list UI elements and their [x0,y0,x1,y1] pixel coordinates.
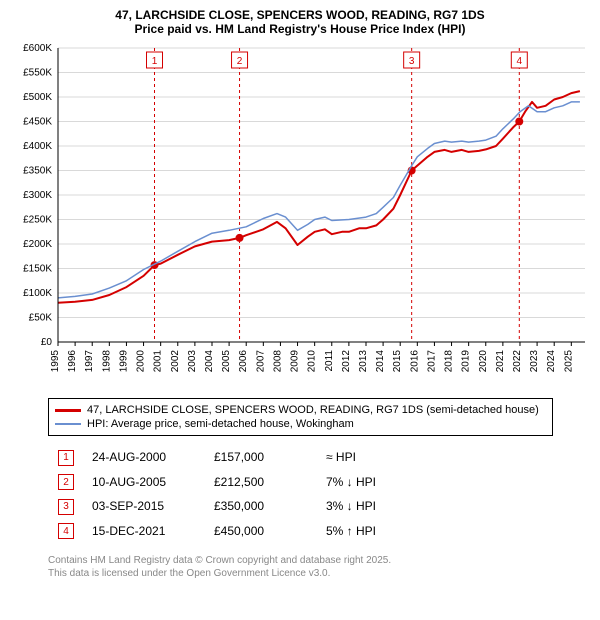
svg-text:2: 2 [237,56,243,67]
svg-text:2017: 2017 [426,350,437,373]
svg-text:£50K: £50K [29,313,53,324]
transaction-date: 24-AUG-2000 [84,446,204,469]
svg-text:1995: 1995 [50,350,61,373]
svg-text:1: 1 [152,56,158,67]
transaction-marker: 3 [58,499,74,515]
svg-text:2012: 2012 [341,350,352,373]
svg-text:3: 3 [409,56,415,67]
transaction-row: 3 03-SEP-2015£350,0003% ↓ HPI [50,495,384,518]
svg-text:2019: 2019 [461,350,472,373]
transactions-table: 1 24-AUG-2000£157,000≈ HPI 2 10-AUG-2005£21… [48,444,386,544]
svg-text:£550K: £550K [23,68,52,79]
svg-text:2002: 2002 [170,350,181,373]
svg-text:2023: 2023 [529,350,540,373]
svg-text:£350K: £350K [23,166,52,177]
svg-text:1998: 1998 [101,350,112,373]
svg-text:2014: 2014 [375,350,386,373]
transaction-date: 10-AUG-2005 [84,471,204,494]
legend: 47, LARCHSIDE CLOSE, SPENCERS WOOD, READ… [48,398,553,436]
svg-text:2001: 2001 [153,350,164,373]
legend-swatch [55,423,81,425]
svg-text:2000: 2000 [136,350,147,373]
svg-text:2013: 2013 [358,350,369,373]
svg-text:£300K: £300K [23,190,52,201]
svg-text:2015: 2015 [392,350,403,373]
transaction-marker: 2 [58,474,74,490]
svg-text:2021: 2021 [495,350,506,373]
transaction-price: £212,500 [206,471,316,494]
chart-container: 47, LARCHSIDE CLOSE, SPENCERS WOOD, READ… [0,0,600,588]
transaction-price: £350,000 [206,495,316,518]
transaction-delta: 7% ↓ HPI [318,471,384,494]
footer-line1: Contains HM Land Registry data © Crown c… [48,554,590,567]
svg-text:2006: 2006 [238,350,249,373]
svg-text:2018: 2018 [444,350,455,373]
svg-text:£0: £0 [41,337,53,348]
svg-text:£500K: £500K [23,92,52,103]
svg-text:2020: 2020 [478,350,489,373]
svg-text:2011: 2011 [324,350,335,372]
svg-text:2005: 2005 [221,350,232,373]
transaction-marker: 1 [58,450,74,466]
transaction-price: £157,000 [206,446,316,469]
svg-text:2025: 2025 [563,350,574,373]
svg-text:2022: 2022 [512,350,523,373]
title-line2: Price paid vs. HM Land Registry's House … [10,22,590,36]
footer-attribution: Contains HM Land Registry data © Crown c… [48,554,590,580]
svg-text:£400K: £400K [23,141,52,152]
legend-row: 47, LARCHSIDE CLOSE, SPENCERS WOOD, READ… [55,403,546,417]
svg-text:2010: 2010 [307,350,318,373]
svg-text:2007: 2007 [255,350,266,373]
svg-text:2016: 2016 [409,350,420,373]
svg-text:£200K: £200K [23,239,52,250]
legend-label: HPI: Average price, semi-detached house,… [87,418,354,430]
transaction-date: 15-DEC-2021 [84,520,204,543]
footer-line2: This data is licensed under the Open Gov… [48,567,590,580]
transaction-row: 2 10-AUG-2005£212,5007% ↓ HPI [50,471,384,494]
svg-text:1996: 1996 [67,350,78,373]
transaction-delta: ≈ HPI [318,446,384,469]
svg-text:2004: 2004 [204,350,215,373]
svg-text:£250K: £250K [23,215,52,226]
transaction-price: £450,000 [206,520,316,543]
svg-text:£150K: £150K [23,264,52,275]
svg-text:2009: 2009 [290,350,301,373]
transaction-row: 4 15-DEC-2021£450,0005% ↑ HPI [50,520,384,543]
svg-text:£100K: £100K [23,288,52,299]
svg-text:2008: 2008 [272,350,283,373]
transaction-row: 1 24-AUG-2000£157,000≈ HPI [50,446,384,469]
legend-row: HPI: Average price, semi-detached house,… [55,417,546,431]
svg-text:2024: 2024 [546,350,557,373]
transaction-marker: 4 [58,523,74,539]
svg-text:1997: 1997 [84,350,95,373]
title-block: 47, LARCHSIDE CLOSE, SPENCERS WOOD, READ… [10,8,590,36]
svg-text:£450K: £450K [23,117,52,128]
chart-svg: £0 £50K £100K £150K £200K £250K £300K £350K £400… [10,42,590,392]
transaction-date: 03-SEP-2015 [84,495,204,518]
svg-text:£600K: £600K [23,43,52,54]
svg-text:2003: 2003 [187,350,198,373]
transaction-delta: 5% ↑ HPI [318,520,384,543]
legend-label: 47, LARCHSIDE CLOSE, SPENCERS WOOD, READ… [87,404,539,416]
legend-swatch [55,409,81,412]
svg-text:1999: 1999 [118,350,129,373]
transaction-delta: 3% ↓ HPI [318,495,384,518]
svg-text:4: 4 [517,56,523,67]
title-line1: 47, LARCHSIDE CLOSE, SPENCERS WOOD, READ… [10,8,590,22]
chart-area: £0 £50K £100K £150K £200K £250K £300K £350K £400… [10,42,590,392]
